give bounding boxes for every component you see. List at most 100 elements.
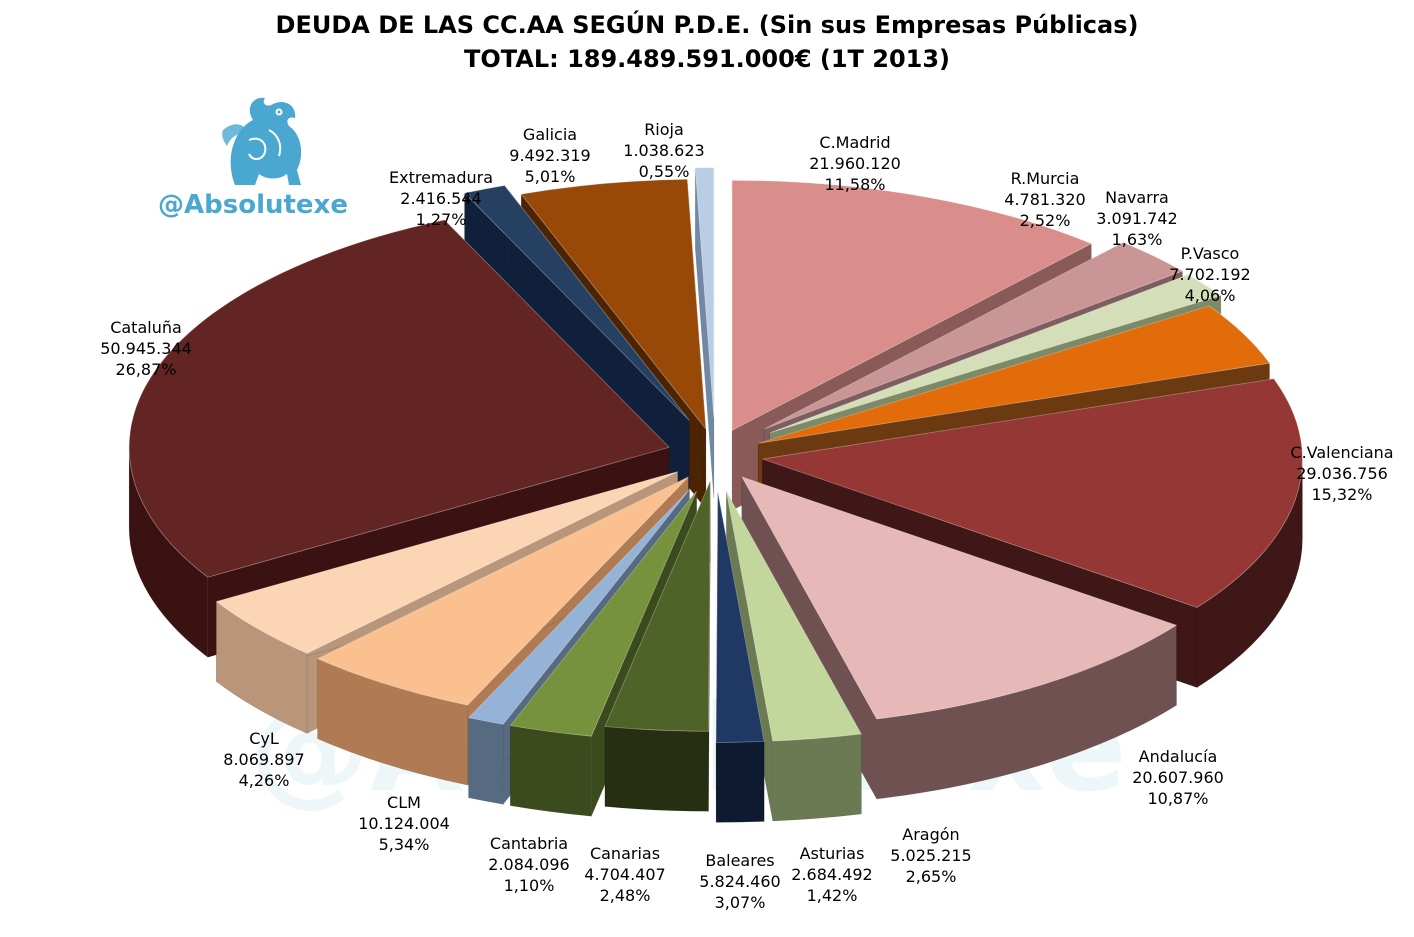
slice-label-c-madrid-name: C.Madrid <box>819 133 890 152</box>
chart-title: DEUDA DE LAS CC.AA SEGÚN P.D.E. (Sin sus… <box>0 8 1414 76</box>
slice-label-andalucia-percent: 10,87% <box>1147 789 1208 808</box>
slice-aragon-side <box>772 733 862 822</box>
pie-slices <box>128 167 1303 823</box>
slice-label-extremadura-percent: 1,27% <box>416 210 467 229</box>
slice-label-r-murcia-value: 4.781.320 <box>1004 190 1085 209</box>
slice-rioja-side <box>694 167 715 498</box>
slice-asturias <box>715 492 765 823</box>
slice-label-r-murcia: R.Murcia 4.781.320 2,52% <box>1004 169 1085 230</box>
slice-label-baleares: Baleares 5.824.460 3,07% <box>699 851 780 912</box>
slice-clm-top <box>316 476 689 706</box>
griffin-icon <box>222 97 302 185</box>
slice-label-r-murcia-percent: 2,52% <box>1020 211 1071 230</box>
slice-label-canarias-name: Canarias <box>590 844 660 863</box>
slice-label-extremadura-value: 2.416.544 <box>400 189 481 208</box>
slice-label-andalucia: Andalucía 20.607.960 10,87% <box>1132 747 1224 808</box>
slice-label-baleares-value: 5.824.460 <box>699 872 780 891</box>
slice-label-p-vasco-name: P.Vasco <box>1181 244 1240 263</box>
slice-label-clm-name: CLM <box>387 793 421 812</box>
slice-label-asturias-percent: 1,42% <box>807 886 858 905</box>
slice-aragon <box>726 490 862 822</box>
slice-rioja-top <box>694 167 715 418</box>
slice-label-cyl-value: 8.069.897 <box>223 750 304 769</box>
slice-baleares-top <box>604 481 711 732</box>
slice-label-clm: CLM 10.124.004 5,34% <box>358 793 450 854</box>
slice-cyl-top <box>215 471 678 654</box>
slice-label-navarra: Navarra 3.091.742 1,63% <box>1096 188 1177 249</box>
slice-label-cantabria: Cantabria 2.084.096 1,10% <box>488 834 569 895</box>
slice-label-asturias-name: Asturias <box>800 844 865 863</box>
absolutexe-handle: @Absolutexe <box>158 190 348 220</box>
slice-label-galicia: Galicia 9.492.319 5,01% <box>509 125 590 186</box>
slice-label-aragon-value: 5.025.215 <box>890 846 971 865</box>
slice-cantabria-side <box>468 717 504 805</box>
slice-label-p-vasco: P.Vasco 7.702.192 4,06% <box>1169 244 1250 305</box>
slice-r-murcia-top <box>763 242 1184 430</box>
slice-label-cyl-percent: 4,26% <box>239 771 290 790</box>
slice-label-baleares-name: Baleares <box>705 851 774 870</box>
slice-label-extremadura-name: Extremadura <box>389 168 493 187</box>
slice-label-andalucia-name: Andalucía <box>1139 747 1218 766</box>
slice-label-cataluna-name: Cataluña <box>110 318 182 337</box>
slice-label-cantabria-value: 2.084.096 <box>488 855 569 874</box>
slice-label-r-murcia-name: R.Murcia <box>1011 169 1080 188</box>
slice-label-cataluna-value: 50.945.344 <box>100 339 192 358</box>
slice-label-c-valenciana: C.Valenciana 29.036.756 15,32% <box>1290 443 1393 504</box>
slice-label-c-valenciana-name: C.Valenciana <box>1290 443 1393 462</box>
slice-label-c-madrid-percent: 11,58% <box>824 175 885 194</box>
slice-label-p-vasco-percent: 4,06% <box>1185 286 1236 305</box>
slice-label-baleares-percent: 3,07% <box>715 893 766 912</box>
slice-label-aragon: Aragón 5.025.215 2,65% <box>890 825 971 886</box>
slice-baleares-side <box>604 726 709 812</box>
slice-label-c-valenciana-value: 29.036.756 <box>1296 464 1388 483</box>
chart-title-line-2: TOTAL: 189.489.591.000€ (1T 2013) <box>463 45 951 73</box>
slice-label-canarias-percent: 2,48% <box>600 886 651 905</box>
slice-asturias-top <box>715 492 765 743</box>
slice-canarias-side <box>510 725 592 817</box>
slice-label-galicia-name: Galicia <box>523 125 577 144</box>
slice-labels: C.Madrid 21.960.120 11,58% R.Murcia 4.781.32… <box>100 120 1393 912</box>
slice-cantabria-top <box>467 489 690 725</box>
slice-label-rioja: Rioja 1.038.623 0,55% <box>623 120 704 181</box>
slice-label-clm-value: 10.124.004 <box>358 814 450 833</box>
slice-c-valenciana-top <box>762 378 1303 608</box>
slice-p-vasco-top <box>758 305 1271 444</box>
slice-c-valenciana-side <box>1196 459 1303 688</box>
slice-label-andalucia-value: 20.607.960 <box>1132 768 1224 787</box>
slice-rioja <box>694 167 715 498</box>
slice-label-navarra-percent: 1,63% <box>1112 230 1163 249</box>
slice-andalucia <box>741 475 1178 801</box>
slice-label-rioja-name: Rioja <box>644 120 684 139</box>
slice-label-c-madrid-value: 21.960.120 <box>809 154 901 173</box>
slice-label-cantabria-percent: 1,10% <box>504 876 555 895</box>
slice-label-cantabria-name: Cantabria <box>490 834 568 853</box>
chart-title-line-1: DEUDA DE LAS CC.AA SEGÚN P.D.E. (Sin sus… <box>275 11 1139 39</box>
slice-label-cataluna: Cataluña 50.945.344 26,87% <box>100 318 192 379</box>
slice-navarra-top <box>769 274 1222 434</box>
slice-label-navarra-name: Navarra <box>1105 188 1169 207</box>
slice-label-cyl-name: CyL <box>249 729 279 748</box>
slice-cataluna-top <box>128 219 670 578</box>
slice-label-cyl: CyL 8.069.897 4,26% <box>223 729 304 790</box>
slice-label-p-vasco-value: 7.702.192 <box>1169 265 1250 284</box>
slice-aragon-top <box>726 491 862 742</box>
slice-label-c-madrid: C.Madrid 21.960.120 11,58% <box>809 133 901 194</box>
slice-label-extremadura: Extremadura 2.416.544 1,27% <box>389 168 493 229</box>
slice-label-canarias-value: 4.704.407 <box>584 865 665 884</box>
slice-label-rioja-percent: 0,55% <box>639 162 690 181</box>
slice-label-aragon-name: Aragón <box>902 825 959 844</box>
slice-galicia-top <box>520 178 707 431</box>
slice-extremadura-top <box>463 185 690 421</box>
slice-label-rioja-value: 1.038.623 <box>623 141 704 160</box>
slice-label-aragon-percent: 2,65% <box>906 867 957 886</box>
slice-label-cataluna-percent: 26,87% <box>115 360 176 379</box>
slice-andalucia-top <box>741 476 1178 720</box>
slice-label-c-valenciana-percent: 15,32% <box>1311 485 1372 504</box>
slice-label-clm-percent: 5,34% <box>379 835 430 854</box>
slice-label-navarra-value: 3.091.742 <box>1096 209 1177 228</box>
slice-label-canarias: Canarias 4.704.407 2,48% <box>584 844 665 905</box>
slice-label-galicia-percent: 5,01% <box>525 167 576 186</box>
slice-baleares <box>604 481 711 812</box>
slice-label-asturias: Asturias 2.684.492 1,42% <box>791 844 872 905</box>
